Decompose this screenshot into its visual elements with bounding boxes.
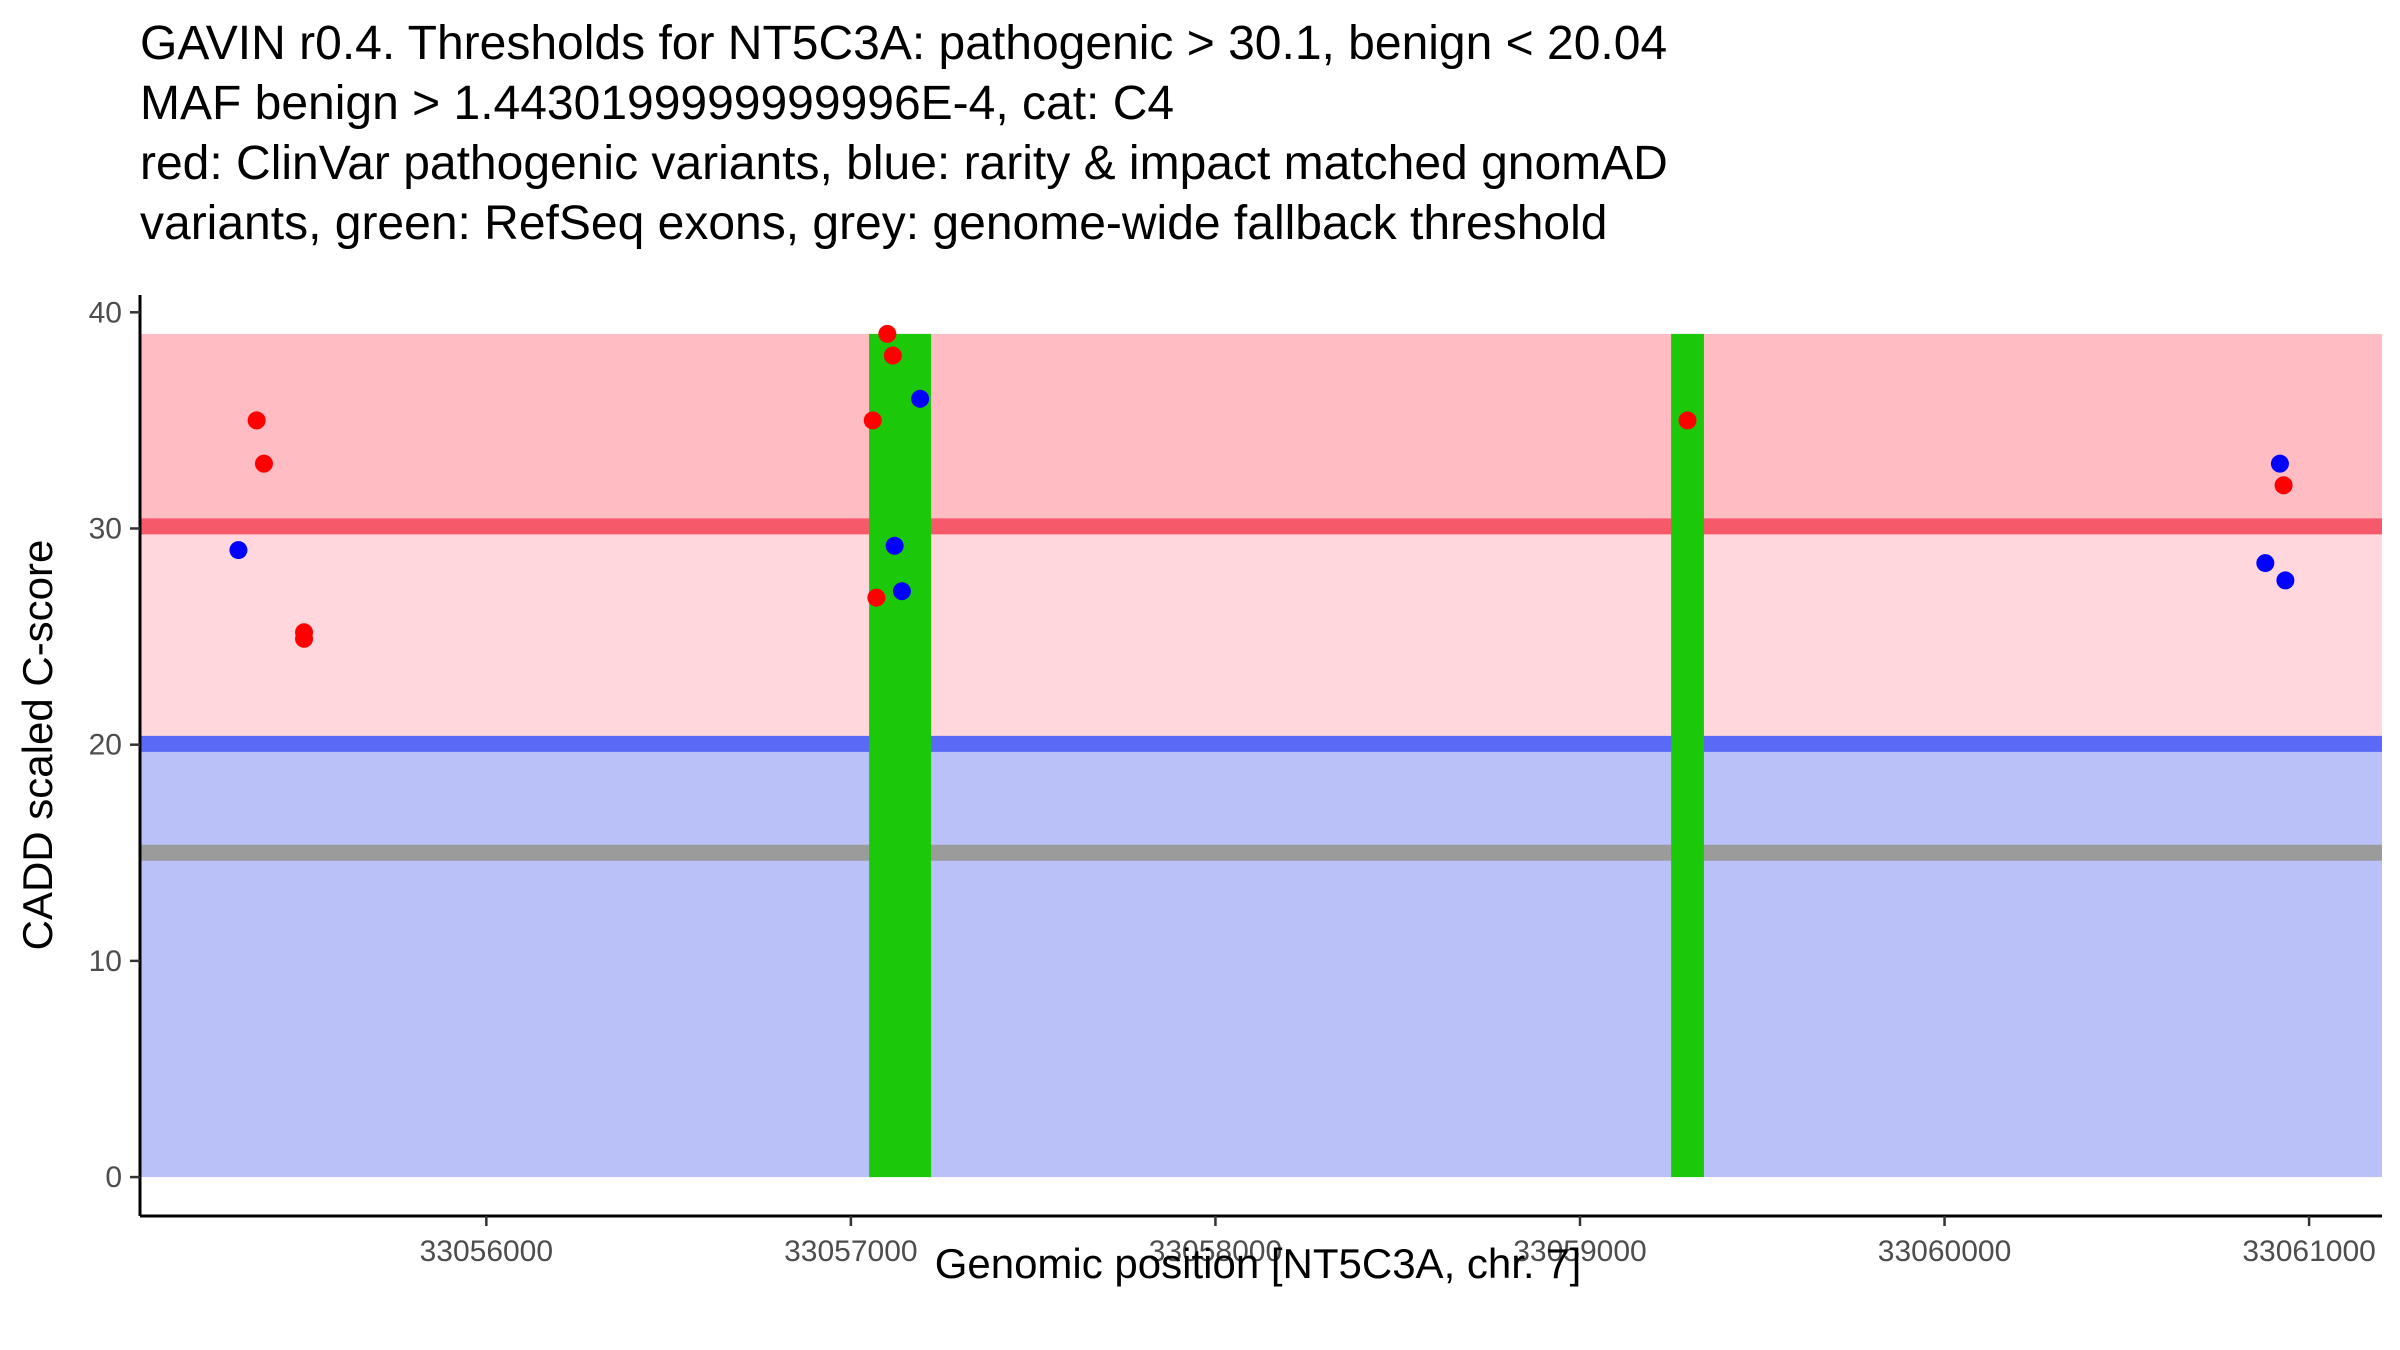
x-tick-label: 33059000 — [1513, 1235, 1646, 1268]
gnomad-point-4 — [911, 389, 930, 408]
x-tick-label: 33056000 — [420, 1235, 553, 1268]
pathogenic-band — [140, 333, 2382, 527]
y-tick-label: 20 — [89, 729, 122, 762]
title-line-2: MAF benign > 1.4430199999999996E-4, cat:… — [140, 77, 1175, 130]
title-line-4: variants, green: RefSeq exons, grey: gen… — [140, 197, 1608, 250]
y-tick-label: 40 — [89, 296, 122, 329]
x-tick-label: 33060000 — [1878, 1235, 2011, 1268]
clinvar-point-9 — [1678, 411, 1697, 430]
x-axis-title: Genomic position [NT5C3A, chr. 7] — [935, 1240, 1582, 1287]
gnomad-point-5 — [2256, 554, 2275, 573]
y-tick-label: 10 — [89, 945, 122, 978]
exon-1 — [869, 333, 932, 1178]
x-tick-label: 33061000 — [2242, 1235, 2375, 1268]
title-line-3: red: ClinVar pathogenic variants, blue: … — [140, 137, 1668, 190]
variant-points — [229, 324, 2295, 648]
chart-title: GAVIN r0.4. Thresholds for NT5C3A: patho… — [140, 14, 1668, 254]
gnomad-point-1 — [229, 541, 248, 560]
clinvar-point-2 — [254, 454, 273, 473]
axes: 33056000 33057000 33058000 33059000 33060000… — [89, 295, 2382, 1268]
y-tick-label: 0 — [105, 1161, 122, 1194]
clinvar-point-8 — [883, 346, 902, 365]
intermediate-band — [140, 526, 2382, 744]
threshold-bands — [140, 333, 2382, 1178]
gnomad-point-6 — [2270, 454, 2289, 473]
clinvar-point-5 — [863, 411, 882, 430]
x-tick-label: 33057000 — [784, 1235, 917, 1268]
exon-regions — [869, 333, 1704, 1178]
benign-band — [140, 743, 2382, 1178]
y-tick-label: 30 — [89, 512, 122, 545]
gnomad-point-3 — [892, 582, 911, 601]
title-line-1: GAVIN r0.4. Thresholds for NT5C3A: patho… — [140, 17, 1668, 70]
y-axis-title: CADD scaled C-score — [14, 540, 61, 951]
clinvar-point-7 — [878, 324, 897, 343]
x-tick-label: 33058000 — [1149, 1235, 1282, 1268]
clinvar-point-1 — [247, 411, 266, 430]
clinvar-point-4 — [295, 629, 314, 648]
clinvar-point-10 — [2274, 476, 2293, 495]
gnomad-point-2 — [885, 536, 904, 555]
clinvar-point-6 — [867, 588, 886, 607]
exon-2 — [1671, 333, 1704, 1178]
gnomad-point-7 — [2276, 571, 2295, 590]
